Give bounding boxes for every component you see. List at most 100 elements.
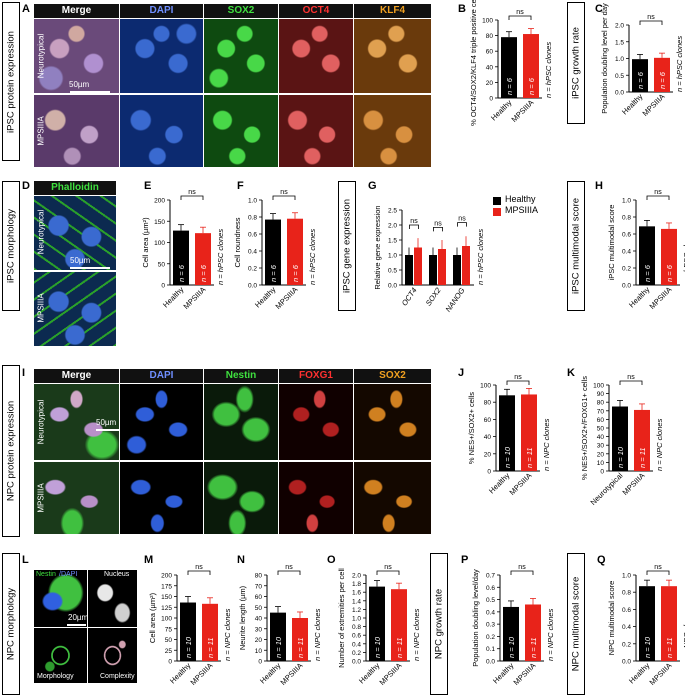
chart-h-ytick-label: 0.6 (622, 232, 631, 239)
chart-p-clones-note: n = NPC clones (546, 608, 555, 661)
panel-a-header-dapi: DAPI (120, 4, 203, 18)
micrograph-phalloidin-mpsiiia (34, 272, 116, 346)
chart-p-ytick-label: 0.0 (486, 659, 495, 666)
chart-e-n-label: n = 6 (177, 264, 186, 282)
chart-m-n-label: n = 10 (184, 636, 193, 658)
micrograph-sox2-neurotypical (204, 19, 278, 93)
chart-j-bar-healthy (499, 395, 515, 471)
chart-n-ytick-label: 50 (255, 605, 263, 612)
chart-f-ytick-label: 0.0 (248, 283, 257, 290)
chart-m-ytick-label: 150 (161, 594, 172, 601)
chart-q-ylabel: NPC multimodal score (607, 581, 616, 656)
chart-g-sig-label: ns (434, 220, 442, 227)
panel-l-label-complexity: Complexity (100, 673, 135, 680)
panel-l-scale-bar (67, 624, 86, 626)
chart-j-ytick-label: 100 (480, 383, 491, 390)
chart-h-n-label: n = 6 (665, 264, 674, 282)
chart-k-ytick-label: 50 (597, 426, 605, 433)
panel-a-header-sox2: SOX2 (204, 4, 278, 18)
chart-p-ytick-label: 0.5 (486, 597, 495, 604)
chart-j-n-label: n = 11 (525, 447, 534, 468)
chart-f-bar-healthy (265, 219, 281, 285)
chart-o-ytick-label: 0.2 (352, 650, 361, 657)
chart-j-bar-mpsiiia (521, 394, 537, 471)
micrograph-oct4-mpsiiia (279, 95, 353, 167)
panel-i-header-merge: Merge (34, 369, 119, 383)
chart-o-ytick-label: 2.0 (352, 573, 361, 580)
micrograph-dapi-npc-mpsiiia (120, 462, 203, 534)
chart-c-sig-label: ns (647, 14, 655, 21)
micrograph-sox2-mpsiiia (204, 95, 278, 167)
chart-c-clones-note: n = hPSC clones (675, 36, 684, 92)
chart-b-bar-mpsiiia (523, 34, 539, 98)
panel-l-label-morphology: Morphology (37, 673, 74, 680)
panel-l-label-nestin: Nestin (36, 571, 56, 578)
panel-letter-n: N (237, 554, 245, 566)
chart-e-ytick-label: 50 (158, 261, 166, 268)
chart-n-sig-bracket (277, 570, 301, 575)
chart-n-n-label: n = 10 (274, 636, 283, 658)
panel-letter-m: M (144, 554, 154, 566)
panel-letter-a: A (22, 3, 30, 15)
chart-g-sig-label: ns (458, 216, 466, 223)
micrograph-dapi-mpsiiia (120, 95, 203, 167)
micrograph-sox2-npc-mpsiiia (354, 462, 431, 534)
micrograph-nestin-npc-neurotypical (204, 384, 278, 460)
chart-o-bar-healthy (369, 586, 385, 661)
chart-b-bar-healthy (501, 37, 517, 98)
legend-mpsiiia-label: MPSIIIA (505, 205, 539, 215)
micrograph-nestin-npc-mpsiiia (204, 462, 278, 534)
chart-m-sig-label: ns (195, 564, 203, 571)
chart-k-n-label: n = 11 (638, 447, 647, 468)
chart-p-ytick-label: 0.4 (486, 609, 495, 616)
chart-e-clones-note: n = hPSC clones (216, 229, 225, 285)
chart-c-ytick-label: 2.0 (615, 23, 624, 30)
chart-f-bar-mpsiiia (287, 218, 303, 285)
chart-q-sig-label: ns (654, 564, 662, 571)
chart-o-bar-mpsiiia (391, 589, 407, 661)
panel-letter-k: K (567, 367, 575, 379)
chart-q-ytick-label: 0.0 (622, 659, 631, 666)
chart-f-sig-label: ns (280, 189, 288, 196)
chart-h-ytick-label: 1.0 (622, 198, 631, 205)
chart-e-ytick-label: 150 (154, 219, 165, 226)
chart-g-xtick-label: SOX2 (424, 285, 443, 307)
chart-h-ytick-label: 0.2 (622, 266, 631, 273)
chart-c-sig-bracket (639, 20, 663, 25)
chart-f-xtick-label: MPSIIIA (274, 285, 300, 311)
chart-b-ytick-label: 60 (486, 49, 494, 56)
chart-e-ylabel: Cell area (µm²) (141, 217, 150, 268)
chart-k-ytick-label: 20 (597, 451, 605, 458)
section-ipsc-multimodal-score: iPSC multimodal score (567, 181, 585, 311)
chart-m-bar-healthy (180, 602, 196, 661)
panel-a-scale-bar (70, 91, 110, 93)
chart-p-ylabel: Population doubling level/day (471, 569, 480, 667)
chart-j-n-label: n = 10 (503, 446, 512, 468)
chart-j-ytick-label: 0 (487, 469, 491, 476)
chart-c-ytick-label: 1.0 (615, 56, 624, 63)
chart-q-bar-mpsiiia (661, 586, 677, 661)
chart-j-sig-label: ns (514, 374, 522, 381)
chart-h-ytick-label: 0.4 (622, 249, 631, 256)
chart-j-ylabel: % NES+/SOX2+ cells (467, 392, 476, 464)
chart-e-sig-label: ns (188, 189, 196, 196)
chart-c-n-label: n = 6 (636, 71, 645, 89)
chart-b-n-label: n = 6 (505, 77, 514, 95)
chart-m-ylabel: Cell area (µm²) (148, 592, 157, 643)
panel-a-header-merge: Merge (34, 4, 119, 18)
panel-letter-g: G (368, 180, 377, 192)
chart-e-sig-bracket (180, 195, 204, 200)
chart-n-xtick-label: MPSIIIA (279, 661, 305, 687)
panel-l-label-nucleus: Nucleus (104, 571, 130, 578)
chart-m-ytick-label: 125 (161, 605, 172, 612)
chart-b-ytick-label: 0 (489, 96, 493, 103)
chart-n-ytick-label: 60 (255, 594, 263, 601)
chart-k-ytick-label: 70 (597, 408, 605, 415)
micrograph-klf4-neurotypical (354, 19, 431, 93)
chart-g-ytick-label: 0.0 (388, 283, 397, 290)
section-ipsc-growth-rate: iPSC growth rate (567, 2, 585, 124)
chart-f-clones-note: n = hPSC clones (308, 229, 317, 285)
chart-k-xtick-label: MPSIIIA (621, 471, 647, 497)
chart-c-ytick-label: 0.5 (615, 73, 624, 80)
chart-f-ytick-label: 0.6 (248, 232, 257, 239)
